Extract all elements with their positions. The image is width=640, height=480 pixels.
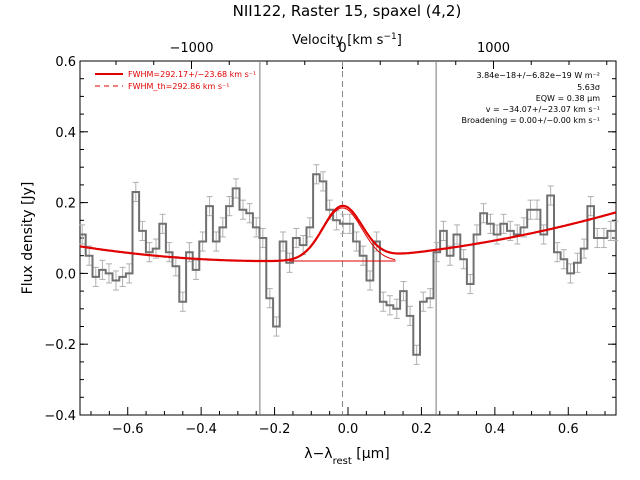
top-tick-label: 1000	[477, 41, 510, 56]
x-tick-label: 0.0	[338, 422, 359, 437]
error-bars	[79, 164, 619, 365]
annotation-sigma: 5.63σ	[577, 83, 600, 92]
y-tick-label: 0.4	[55, 126, 76, 141]
y-tick-label: 0.0	[55, 267, 76, 282]
x-tick-label: −0.2	[259, 422, 291, 437]
chart-title: NII122, Raster 15, spaxel (4,2)	[233, 2, 462, 20]
x-tick-label: 0.2	[411, 422, 432, 437]
x-axis-label: λ−λrest [μm]	[304, 446, 389, 467]
y-tick-label: 0.6	[55, 55, 76, 70]
plot-frame	[79, 60, 617, 416]
legend: FWHM=292.17+/−23.68 km s⁻¹ FWHM_th=292.8…	[95, 70, 256, 91]
spectrum-series	[80, 173, 616, 356]
top-tick-label: 0	[338, 41, 346, 56]
annotation-velocity: v = −34.07+/−23.07 km s⁻¹	[486, 105, 600, 114]
legend-label-fit: FWHM=292.17+/−23.68 km s⁻¹	[128, 70, 256, 79]
top-axis-label: Velocity [km s−1]	[292, 32, 402, 48]
x-tick-label: 0.6	[558, 422, 579, 437]
annotation-flux: 3.84e−18+/−6.82e−19 W m⁻²	[476, 71, 600, 80]
x-tick-label: −0.6	[112, 422, 144, 437]
annotation-eqw: EQW = 0.38 μm	[536, 94, 600, 103]
x-tick-label: −0.4	[185, 422, 217, 437]
legend-label-fwhm-th: FWHM_th=292.86 km s⁻¹	[128, 82, 229, 91]
fit-series	[79, 204, 617, 263]
fit-annotations: 3.84e−18+/−6.82e−19 W m⁻² 5.63σ EQW = 0.…	[462, 71, 601, 125]
y-tick-label: −0.4	[44, 409, 76, 424]
reference-lines	[259, 61, 437, 415]
top-tick-label: −1000	[170, 41, 214, 56]
spectrum-line	[80, 173, 616, 356]
y-tick-label: 0.2	[55, 197, 76, 212]
y-tick-label: −0.2	[44, 338, 76, 353]
axes: −0.6 −0.4 −0.2 0.0 0.2 0.4 0.6 −0.4 −0.2 0.0 0.2 0.…	[44, 55, 617, 437]
fit-model-line	[79, 204, 617, 263]
y-axis-label: Flux density [Jy]	[20, 182, 36, 295]
x-tick-label: 0.4	[485, 422, 506, 437]
annotation-broadening: Broadening = 0.00+/−0.00 km s⁻¹	[462, 116, 600, 125]
top-axis: −1000 0 1000	[115, 41, 608, 69]
